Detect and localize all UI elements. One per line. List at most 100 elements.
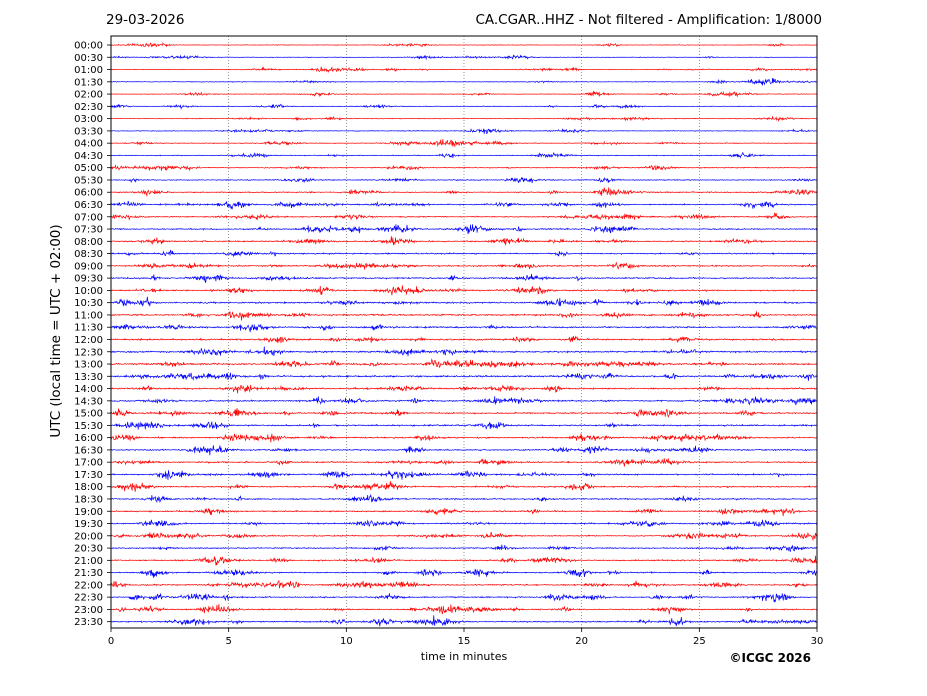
y-tick-label: 22:00: [74, 580, 103, 591]
y-tick-label: 13:30: [74, 372, 103, 383]
x-tick-label: 25: [693, 636, 706, 647]
trace-row-1030: [110, 296, 818, 307]
y-tick-label: 21:00: [74, 556, 103, 567]
y-tick-label: 11:30: [74, 323, 103, 334]
grid-layer: [228, 36, 700, 628]
y-tick-label: 03:00: [74, 114, 103, 125]
copyright-text: ©ICGC 2026: [729, 651, 811, 665]
trace-row-1400: [110, 384, 818, 394]
x-tick-label: 30: [811, 636, 824, 647]
y-tick-label: 01:00: [74, 65, 103, 76]
date-title: 29-03-2026: [106, 12, 185, 28]
plot-frame: [110, 35, 818, 629]
y-tick-label: 14:00: [74, 384, 103, 395]
y-tick-label: 15:00: [74, 409, 103, 420]
trace-row-0800: [110, 236, 818, 246]
trace-row-2300: [110, 604, 818, 615]
x-tick-label: 15: [458, 636, 471, 647]
trace-row-1700: [110, 458, 818, 467]
y-tick-label: 02:00: [74, 90, 103, 101]
trace-row-0200: [110, 90, 818, 98]
trace-row-2100: [110, 555, 818, 566]
trace-row-0900: [110, 261, 818, 270]
y-tick-label: 10:30: [74, 298, 103, 309]
y-tick-label: 03:30: [74, 126, 103, 137]
y-tick-label: 19:30: [74, 519, 103, 530]
trace-row-1100: [110, 311, 818, 321]
trace-row-0500: [110, 164, 818, 171]
y-tick-label: 06:30: [74, 200, 103, 211]
trace-row-0830: [110, 249, 818, 258]
y-tick-label: 09:30: [74, 274, 103, 285]
y-tick-label: 21:30: [74, 568, 103, 579]
y-tick-label: 20:00: [74, 531, 103, 542]
y-tick-label: 15:30: [74, 421, 103, 432]
trace-row-1930: [110, 519, 818, 528]
x-tick-label: 10: [340, 636, 353, 647]
trace-row-0600: [110, 186, 818, 197]
y-tick-label: 18:00: [74, 482, 103, 493]
x-tick-label: 0: [108, 636, 114, 647]
y-tick-label: 08:00: [74, 237, 103, 248]
y-tick-label: 23:30: [74, 617, 103, 628]
y-tick-label: 05:00: [74, 163, 103, 174]
trace-row-1530: [110, 421, 818, 430]
trace-row-1830: [110, 493, 818, 504]
trace-row-2000: [110, 531, 818, 542]
y-tick-label: 02:30: [74, 102, 103, 113]
trace-row-0530: [110, 176, 818, 184]
y-tick-label: 04:30: [74, 151, 103, 162]
y-tick-label: 07:00: [74, 212, 103, 223]
trace-row-0430: [110, 151, 818, 159]
trace-row-0000: [110, 41, 818, 48]
trace-row-0300: [110, 115, 818, 122]
trace-layer: [110, 41, 818, 627]
y-tick-label: 20:30: [74, 544, 103, 555]
trace-row-1900: [110, 507, 818, 517]
x-tick-label: 5: [225, 636, 231, 647]
y-tick-label: 11:00: [74, 310, 103, 321]
y-tick-label: 00:00: [74, 41, 103, 52]
trace-row-1800: [110, 481, 818, 492]
y-tick-label: 10:00: [74, 286, 103, 297]
trace-row-0400: [110, 139, 818, 148]
y-tick-label: 19:00: [74, 507, 103, 518]
trace-row-2130: [110, 568, 818, 578]
y-tick-label: 23:00: [74, 605, 103, 616]
y-tick-label: 16:30: [74, 445, 103, 456]
y-tick-label: 01:30: [74, 77, 103, 88]
trace-row-1600: [110, 433, 818, 443]
x-tick-label: 20: [575, 636, 588, 647]
trace-row-1230: [110, 346, 818, 357]
station-title: CA.CGAR..HHZ - Not filtered - Amplificat…: [475, 12, 822, 28]
trace-row-0730: [110, 224, 818, 235]
y-tick-label: 12:00: [74, 335, 103, 346]
trace-row-1330: [110, 372, 818, 381]
y-tick-label: 05:30: [74, 175, 103, 186]
trace-row-1200: [110, 335, 818, 344]
y-tick-label: 17:30: [74, 470, 103, 481]
trace-row-2230: [110, 592, 818, 603]
trace-row-0930: [110, 273, 818, 283]
trace-row-1430: [110, 396, 818, 406]
y-tick-label: 13:00: [74, 360, 103, 371]
trace-row-1300: [110, 358, 818, 368]
y-tick-label: 07:30: [74, 225, 103, 236]
trace-row-1500: [110, 408, 818, 418]
trace-row-0330: [110, 128, 818, 135]
trace-row-0130: [110, 77, 818, 86]
trace-row-0030: [110, 54, 818, 61]
y-tick-label: 04:00: [74, 139, 103, 150]
y-tick-label: 22:30: [74, 593, 103, 604]
y-tick-label: 00:30: [74, 53, 103, 64]
y-tick-label: 17:00: [74, 458, 103, 469]
y-tick-label: 12:30: [74, 347, 103, 358]
y-tick-label: 08:30: [74, 249, 103, 260]
y-tick-label: 14:30: [74, 396, 103, 407]
y-tick-label: 06:00: [74, 188, 103, 199]
trace-row-1000: [110, 285, 818, 296]
trace-row-2200: [110, 579, 818, 589]
trace-row-2330: [110, 615, 818, 627]
trace-row-2030: [110, 544, 818, 552]
